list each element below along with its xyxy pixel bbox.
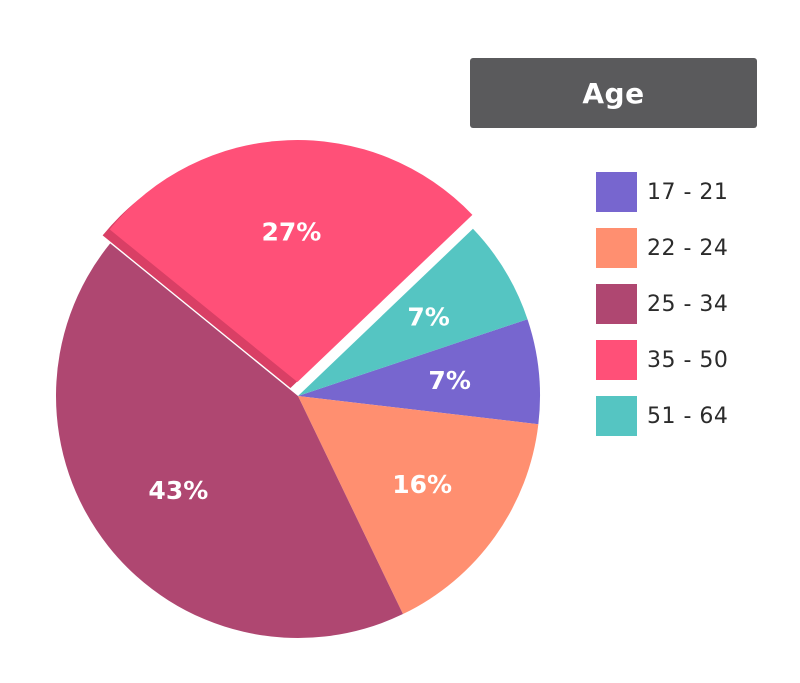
pie-slice-label: 43%	[148, 476, 208, 505]
legend-item: 22 - 24	[596, 228, 728, 268]
legend-item: 51 - 64	[596, 396, 728, 436]
pie-slice-label: 7%	[428, 366, 470, 395]
chart-title: Age	[582, 76, 645, 110]
legend-item: 35 - 50	[596, 340, 728, 380]
pie-slice-label: 16%	[392, 470, 452, 499]
legend-item: 17 - 21	[596, 172, 728, 212]
pie-slice-35-50	[109, 140, 473, 383]
pie-slice-22-24	[298, 396, 539, 615]
legend-label: 51 - 64	[647, 403, 729, 429]
legend-title-box: Age	[470, 58, 757, 128]
legend-label: 35 - 50	[647, 347, 729, 373]
legend-label: 17 - 21	[647, 179, 729, 205]
legend-swatch	[596, 172, 637, 212]
legend-label: 22 - 24	[647, 235, 729, 261]
legend: 17 - 21 22 - 24 25 - 34 35 - 50 51 - 64	[596, 172, 728, 452]
pie-slice-51-64	[298, 228, 528, 396]
legend-swatch	[596, 340, 637, 380]
legend-swatch	[596, 396, 637, 436]
pie-labels: 7% 16% 43% 7% 27%	[148, 218, 470, 505]
pie-slice-17-21	[298, 319, 540, 425]
pie-slice-label: 27%	[261, 218, 321, 247]
pie-slice-label: 7%	[407, 303, 449, 332]
pie-slice-25-34	[55, 243, 403, 639]
legend-swatch	[596, 228, 637, 268]
legend-label: 25 - 34	[647, 291, 729, 317]
legend-swatch	[596, 284, 637, 324]
legend-item: 25 - 34	[596, 284, 728, 324]
pie-slices	[55, 140, 540, 639]
